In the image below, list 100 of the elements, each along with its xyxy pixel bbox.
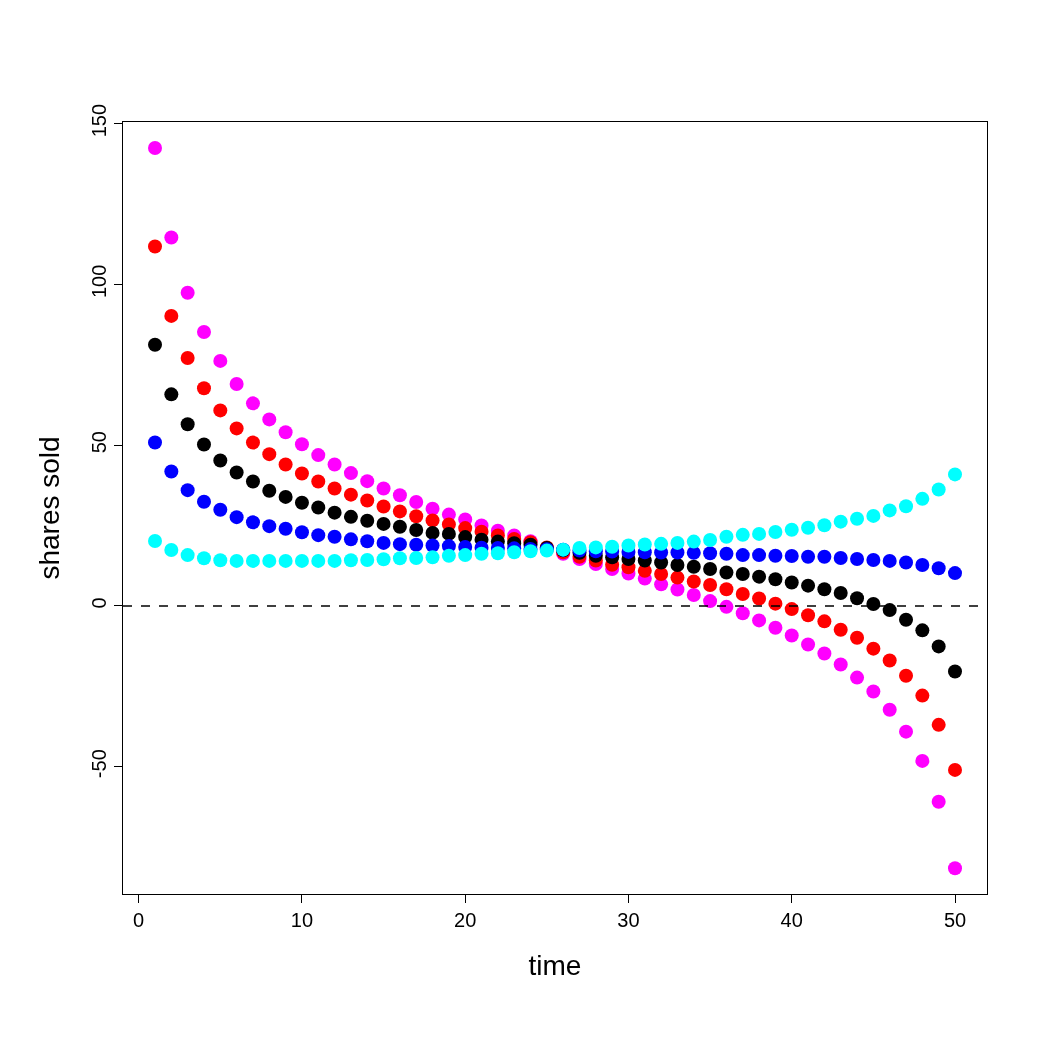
point	[866, 552, 881, 567]
point	[425, 538, 440, 553]
point	[735, 567, 750, 582]
point	[882, 603, 897, 618]
point	[703, 532, 718, 547]
point	[850, 630, 865, 645]
point	[164, 542, 179, 557]
point	[931, 482, 946, 497]
point	[948, 566, 962, 581]
point	[213, 553, 228, 568]
point	[196, 551, 211, 566]
point	[866, 684, 881, 699]
point	[670, 582, 685, 597]
point	[327, 481, 342, 496]
point	[148, 239, 162, 254]
point	[948, 467, 962, 482]
point	[180, 417, 195, 432]
point	[833, 622, 848, 637]
point	[719, 582, 734, 597]
y-tick-label: -50	[87, 749, 110, 779]
point	[817, 518, 832, 533]
point	[213, 403, 228, 418]
point	[752, 548, 767, 563]
point	[866, 596, 881, 611]
point	[229, 377, 244, 392]
point	[899, 612, 914, 627]
point	[148, 141, 162, 156]
point	[229, 421, 244, 436]
point	[735, 587, 750, 601]
point	[719, 565, 734, 580]
x-tick-label: 50	[943, 909, 967, 932]
point	[245, 515, 260, 530]
point	[343, 532, 358, 547]
point	[392, 519, 407, 534]
point	[376, 499, 391, 514]
point	[915, 558, 930, 573]
point	[784, 575, 799, 590]
point	[262, 412, 277, 427]
point	[948, 861, 962, 876]
point	[376, 481, 391, 496]
point	[376, 552, 391, 567]
point	[327, 529, 342, 544]
point	[343, 487, 358, 502]
point	[441, 526, 456, 541]
point	[703, 561, 718, 576]
point	[899, 724, 914, 739]
point	[376, 535, 391, 550]
point	[882, 503, 897, 518]
point	[621, 538, 636, 553]
point	[311, 528, 326, 543]
point	[588, 540, 603, 555]
point	[507, 545, 522, 560]
point	[703, 546, 718, 561]
point	[213, 502, 228, 517]
point	[703, 594, 718, 609]
point	[196, 324, 211, 339]
point	[490, 546, 505, 561]
point	[229, 553, 244, 568]
point	[213, 353, 228, 368]
point	[148, 337, 162, 352]
x-tick-label: 0	[133, 909, 145, 932]
point	[686, 545, 701, 560]
point	[392, 537, 407, 552]
point	[752, 569, 767, 584]
point	[392, 504, 407, 519]
point	[686, 587, 701, 602]
point	[376, 516, 391, 531]
point	[784, 522, 799, 537]
point	[817, 646, 832, 661]
point	[899, 668, 914, 683]
point	[784, 549, 799, 564]
point	[784, 628, 799, 643]
point	[164, 308, 179, 323]
point	[327, 553, 342, 568]
point	[294, 466, 309, 481]
point	[768, 548, 783, 563]
point	[327, 505, 342, 520]
point	[931, 561, 946, 576]
point	[915, 491, 930, 506]
point	[817, 582, 832, 597]
point	[915, 688, 930, 703]
point	[686, 559, 701, 574]
point	[931, 717, 946, 732]
point	[882, 553, 897, 568]
point	[768, 524, 783, 539]
point	[409, 509, 424, 524]
point	[458, 548, 473, 563]
point	[278, 489, 293, 504]
point	[670, 570, 685, 585]
point	[148, 435, 162, 450]
point	[196, 381, 211, 396]
point	[654, 536, 669, 551]
y-axis-title: shares sold	[33, 436, 65, 580]
point	[670, 558, 685, 573]
point	[180, 285, 195, 300]
point	[735, 606, 750, 621]
point	[833, 551, 848, 565]
point	[948, 664, 962, 679]
point	[425, 513, 440, 528]
x-axis-title: time	[528, 950, 582, 982]
